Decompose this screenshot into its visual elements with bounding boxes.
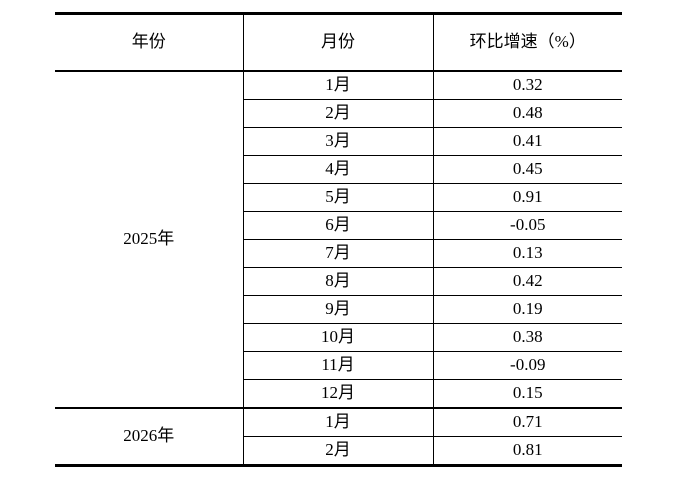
value-cell: -0.09	[432, 351, 622, 380]
table-row: 3月 0.41	[55, 127, 622, 156]
month-cell: 5月	[242, 183, 433, 212]
table-container: 年份 月份 环比增速（%） 2025年 1月 0.32 2月 0.48 3月 0…	[55, 12, 622, 467]
month-cell: 9月	[242, 295, 433, 324]
value-cell: 0.71	[432, 408, 622, 437]
header-month: 月份	[242, 13, 433, 72]
table-row: 5月 0.91	[55, 183, 622, 212]
table-row: 2025年 1月 0.32	[55, 71, 622, 409]
header-growth: 环比增速（%）	[432, 13, 622, 72]
year-cell: 2025年	[55, 71, 243, 409]
month-cell: 1月	[242, 71, 433, 100]
value-cell: 0.81	[432, 436, 622, 466]
month-cell: 12月	[242, 379, 433, 409]
value-cell: 0.48	[432, 99, 622, 128]
year-cell: 2026年	[123, 426, 175, 446]
value-cell: 0.19	[432, 295, 622, 324]
month-cell: 2月	[242, 436, 433, 466]
month-cell: 4月	[242, 155, 433, 184]
value-cell: 0.45	[432, 155, 622, 184]
table-row: 7月 0.13	[55, 239, 622, 268]
month-cell: 7月	[242, 239, 433, 268]
month-cell: 6月	[242, 211, 433, 240]
table-row: 8月 0.42	[55, 267, 622, 296]
month-cell: 8月	[242, 267, 433, 296]
value-cell: 0.38	[432, 323, 622, 352]
value-cell: 0.41	[432, 127, 622, 156]
table-row: 11月 -0.09	[55, 351, 622, 380]
table-row: 2月 0.81	[55, 436, 622, 466]
table-row: 4月 0.45	[55, 155, 622, 184]
value-cell: 0.32	[432, 71, 622, 100]
month-cell: 3月	[242, 127, 433, 156]
month-cell: 10月	[242, 323, 433, 352]
month-cell: 2月	[242, 99, 433, 128]
table-row: 2月 0.48	[55, 99, 622, 128]
header-year: 年份	[55, 13, 243, 72]
month-cell: 1月	[242, 408, 433, 437]
header-row: 年份 月份 环比增速（%）	[55, 13, 622, 72]
growth-table: 年份 月份 环比增速（%） 2025年 1月 0.32 2月 0.48 3月 0…	[55, 12, 622, 467]
table-body: 2025年 1月 0.32 2月 0.48 3月 0.41 4月 0.45 5月…	[55, 71, 622, 466]
value-cell: 0.15	[432, 379, 622, 409]
month-cell: 11月	[242, 351, 433, 380]
value-cell: 0.91	[432, 183, 622, 212]
value-cell: -0.05	[432, 211, 622, 240]
table-row: 10月 0.38	[55, 323, 622, 352]
table-row: 2026年 1月 0.71	[55, 408, 622, 445]
table-row: 6月 -0.05	[55, 211, 622, 240]
value-cell: 0.13	[432, 239, 622, 268]
table-header: 年份 月份 环比增速（%）	[55, 13, 622, 72]
table-row: 9月 0.19	[55, 295, 622, 324]
table-row: 12月 0.15	[55, 379, 622, 409]
value-cell: 0.42	[432, 267, 622, 296]
